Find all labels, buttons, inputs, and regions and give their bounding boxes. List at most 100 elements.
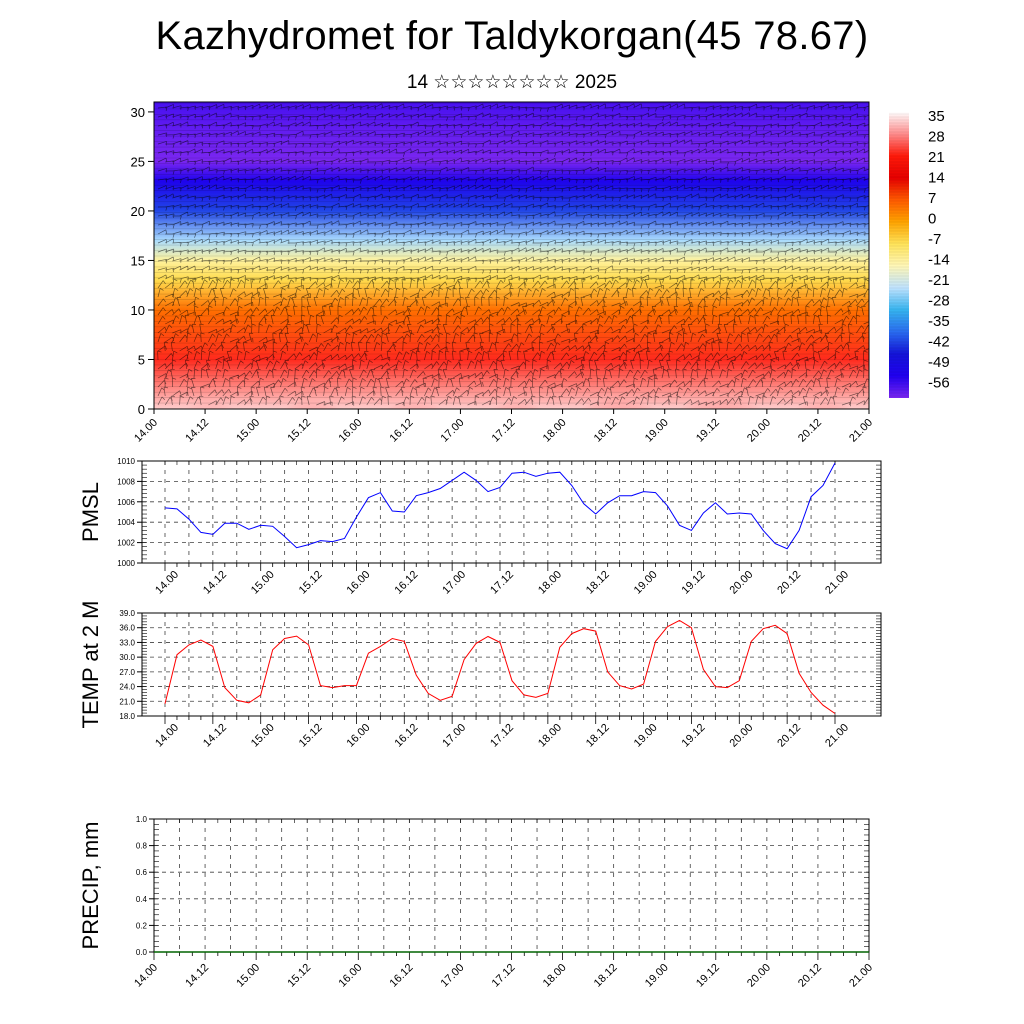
x-tick-label: 17.12 bbox=[490, 962, 518, 990]
x-tick-label: 16.00 bbox=[345, 722, 373, 750]
colorbar-label: 21 bbox=[928, 149, 945, 166]
x-tick-label: 16.12 bbox=[392, 569, 420, 597]
x-tick-label: 19.00 bbox=[632, 569, 660, 597]
x-tick-label: 21.00 bbox=[847, 417, 875, 445]
heatmap-panel: 0 5 10 15 20 25 30 14.00 14.12 15.00 15.12 16.00 16… bbox=[131, 101, 875, 445]
y-tick-label: 36.0 bbox=[119, 624, 135, 633]
pmsl-panel: 1000 1002 1004 1006 1008 1010 14.00 14.12 15.00 1… bbox=[78, 457, 882, 597]
y-axis-label: TEMP at 2 M bbox=[78, 601, 103, 729]
y-tick-label: 30.0 bbox=[119, 653, 135, 662]
x-tick-label: 16.12 bbox=[388, 962, 416, 990]
x-tick-label: 17.12 bbox=[488, 722, 516, 750]
y-tick-label: 1000 bbox=[117, 559, 135, 568]
x-tick-label: 15.12 bbox=[285, 962, 313, 990]
x-tick-label: 18.00 bbox=[536, 569, 564, 597]
x-tick-label: 19.12 bbox=[694, 417, 722, 445]
x-tick-label: 21.00 bbox=[823, 722, 851, 750]
x-tick-label: 18.12 bbox=[584, 722, 612, 750]
y-tick-label: 1.0 bbox=[136, 815, 148, 824]
x-tick-label: 19.12 bbox=[680, 569, 708, 597]
x-tick-label: 21.00 bbox=[847, 962, 875, 990]
x-tick-label: 20.12 bbox=[775, 722, 803, 750]
x-tick-label: 16.00 bbox=[336, 962, 364, 990]
x-tick-label: 15.00 bbox=[249, 722, 277, 750]
colorbar-label: 28 bbox=[928, 129, 945, 146]
temp-panel: 18.0 21.0 24.0 27.0 30.0 33.0 36.0 39.0 14.00 14.… bbox=[78, 601, 882, 750]
x-tick-label: 15.12 bbox=[285, 417, 313, 445]
x-tick-label: 17.12 bbox=[488, 569, 516, 597]
colorbar-label: 7 bbox=[928, 190, 936, 207]
heatmap-x-axis: 14.00 14.12 15.00 15.12 16.00 16.12 17.00 17.12… bbox=[132, 409, 875, 445]
x-tick-label: 14.00 bbox=[132, 417, 160, 445]
x-tick-label: 17.12 bbox=[490, 417, 518, 445]
colorbar-label: -35 bbox=[928, 313, 950, 330]
y-tick-label: 15 bbox=[131, 254, 145, 269]
y-tick-label: 0.6 bbox=[136, 868, 148, 877]
series-line bbox=[164, 462, 836, 550]
x-tick-label: 14.12 bbox=[183, 417, 211, 445]
x-tick-label: 16.00 bbox=[345, 569, 373, 597]
y-tick-label: 25 bbox=[131, 154, 145, 169]
x-tick-label: 16.12 bbox=[392, 722, 420, 750]
x-tick-label: 18.12 bbox=[592, 962, 620, 990]
x-tick-label: 17.00 bbox=[439, 962, 467, 990]
y-tick-label: 39.0 bbox=[119, 609, 135, 618]
colorbar-label: -21 bbox=[928, 272, 950, 289]
x-tick-label: 20.12 bbox=[775, 569, 803, 597]
y-tick-label: 0.2 bbox=[136, 921, 148, 930]
colorbar-label: -7 bbox=[928, 231, 941, 248]
colorbar-gradient bbox=[889, 112, 909, 398]
x-tick-label: 14.00 bbox=[132, 962, 160, 990]
x-tick-label: 20.00 bbox=[745, 417, 773, 445]
y-tick-label: 24.0 bbox=[119, 683, 135, 692]
x-tick-label: 17.00 bbox=[440, 569, 468, 597]
series-line bbox=[164, 619, 836, 714]
y-tick-label: 0.0 bbox=[136, 948, 148, 957]
colorbar-label: 35 bbox=[928, 108, 945, 125]
plot-frame bbox=[141, 612, 882, 717]
x-tick-label: 19.12 bbox=[680, 722, 708, 750]
plot-frame bbox=[141, 460, 882, 564]
wind-barbs bbox=[157, 103, 869, 407]
x-tick-label: 21.00 bbox=[823, 569, 851, 597]
colorbar-label: 0 bbox=[928, 211, 936, 228]
y-tick-label: 30 bbox=[131, 105, 145, 120]
x-tick-label: 19.00 bbox=[643, 417, 671, 445]
x-tick-label: 17.00 bbox=[439, 417, 467, 445]
x-tick-label: 18.00 bbox=[541, 962, 569, 990]
y-tick-label: 1008 bbox=[117, 477, 135, 486]
x-tick-label: 20.00 bbox=[745, 962, 773, 990]
x-tick-label: 20.00 bbox=[727, 722, 755, 750]
x-tick-label: 18.12 bbox=[584, 569, 612, 597]
x-tick-label: 16.12 bbox=[388, 417, 416, 445]
x-tick-label: 14.12 bbox=[201, 569, 229, 597]
x-tick-label: 15.12 bbox=[297, 722, 325, 750]
y-tick-label: 1006 bbox=[117, 498, 135, 507]
y-tick-label: 10 bbox=[131, 303, 145, 318]
x-tick-label: 14.00 bbox=[153, 569, 181, 597]
colorbar-bands bbox=[889, 113, 909, 397]
x-tick-label: 18.00 bbox=[536, 722, 564, 750]
colorbar-label: -42 bbox=[928, 334, 950, 351]
y-tick-label: 5 bbox=[138, 353, 145, 368]
x-tick-label: 15.00 bbox=[249, 569, 277, 597]
colorbar: 35 28 21 14 7 0 -7 -14 -21 -28 -35 -42 -49 -56 bbox=[889, 108, 950, 398]
x-tick-label: 19.00 bbox=[632, 722, 660, 750]
colorbar-label: 14 bbox=[928, 170, 945, 187]
y-tick-label: 1010 bbox=[117, 457, 135, 466]
heatmap-y-axis: 0 5 10 15 20 25 30 bbox=[131, 105, 154, 417]
x-tick-label: 15.00 bbox=[234, 962, 262, 990]
x-tick-label: 14.12 bbox=[201, 722, 229, 750]
y-tick-label: 0.8 bbox=[136, 842, 148, 851]
y-axis-label: PRECIP, mm bbox=[78, 822, 103, 950]
x-tick-label: 16.00 bbox=[336, 417, 364, 445]
x-tick-label: 20.00 bbox=[727, 569, 755, 597]
precip-panel: 0.0 0.2 0.4 0.6 0.8 1.0 14.00 14.12 15.00 15.12 16… bbox=[78, 815, 875, 990]
y-tick-label: 21.0 bbox=[119, 697, 135, 706]
x-tick-label: 15.12 bbox=[297, 569, 325, 597]
y-tick-label: 1004 bbox=[117, 518, 135, 527]
x-tick-label: 18.12 bbox=[592, 417, 620, 445]
x-tick-label: 19.00 bbox=[643, 962, 671, 990]
y-tick-label: 20 bbox=[131, 204, 145, 219]
x-tick-label: 19.12 bbox=[694, 962, 722, 990]
